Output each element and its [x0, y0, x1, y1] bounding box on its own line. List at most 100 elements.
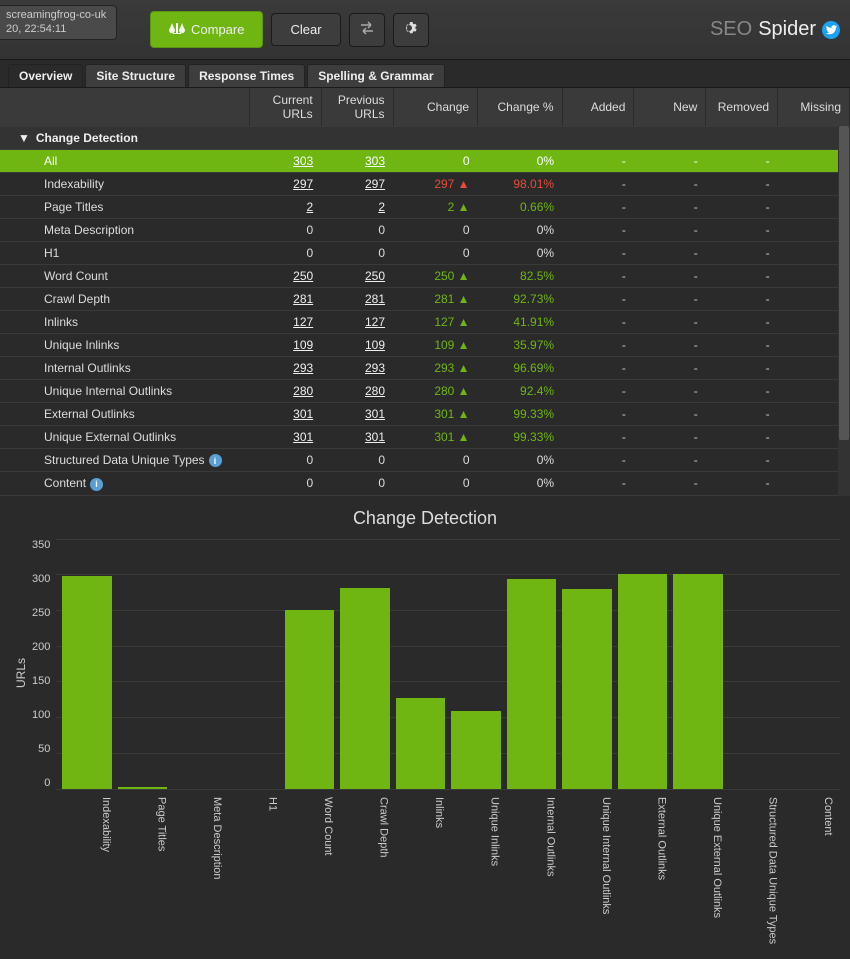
cell-removed: -: [706, 264, 778, 287]
tab-overview[interactable]: Overview: [8, 64, 83, 87]
col-previous[interactable]: Previous URLs: [321, 88, 393, 126]
info-icon[interactable]: i: [90, 478, 103, 491]
cell-removed: -: [706, 472, 778, 496]
cell-current: 0: [249, 472, 321, 496]
cell-pct: 98.01%: [478, 172, 563, 195]
bar[interactable]: [507, 579, 557, 788]
cell-previous: 109: [321, 333, 393, 356]
compare-button[interactable]: Compare: [150, 11, 263, 48]
col-new[interactable]: New: [634, 88, 706, 126]
cell-previous: 2: [321, 195, 393, 218]
cell-new: -: [634, 195, 706, 218]
cell-current: 2: [249, 195, 321, 218]
settings-button[interactable]: [393, 13, 429, 47]
cell-current: 303: [249, 149, 321, 172]
grid-line: [56, 789, 840, 790]
bar[interactable]: [396, 698, 446, 789]
table-row[interactable]: All30330300%----: [0, 149, 850, 172]
table-row[interactable]: Page Titles222 ▲0.66%----: [0, 195, 850, 218]
table-row[interactable]: Unique Inlinks109109109 ▲35.97%----: [0, 333, 850, 356]
cell-pct: 35.97%: [478, 333, 563, 356]
table-row[interactable]: Contenti0000%----: [0, 472, 850, 496]
twitter-icon[interactable]: [822, 21, 840, 39]
table-row[interactable]: Structured Data Unique Typesi0000%----: [0, 448, 850, 472]
table-row[interactable]: External Outlinks301301301 ▲99.33%----: [0, 402, 850, 425]
bar[interactable]: [451, 711, 501, 789]
cell-pct: 0.66%: [478, 195, 563, 218]
bar[interactable]: [118, 787, 168, 788]
x-label: H1: [229, 795, 279, 944]
cell-pct: 99.33%: [478, 425, 563, 448]
y-tick: 50: [32, 743, 50, 755]
clear-button[interactable]: Clear: [271, 13, 340, 46]
bar[interactable]: [62, 576, 112, 788]
cell-change: 293 ▲: [393, 356, 478, 379]
table-row[interactable]: H10000%----: [0, 241, 850, 264]
table-row[interactable]: Meta Description0000%----: [0, 218, 850, 241]
cell-previous: 0: [321, 448, 393, 472]
scrollbar-thumb[interactable]: [839, 126, 849, 440]
cell-added: -: [562, 356, 634, 379]
cell-change: 0: [393, 241, 478, 264]
col-name[interactable]: [0, 88, 249, 126]
cell-added: -: [562, 448, 634, 472]
row-name: All: [0, 149, 249, 172]
col-removed[interactable]: Removed: [706, 88, 778, 126]
table-row[interactable]: Inlinks127127127 ▲41.91%----: [0, 310, 850, 333]
cell-removed: -: [706, 333, 778, 356]
info-icon[interactable]: i: [209, 454, 222, 467]
col-change[interactable]: Change: [393, 88, 478, 126]
vertical-scrollbar[interactable]: [838, 126, 850, 496]
x-label: Content: [784, 795, 834, 944]
cell-current: 250: [249, 264, 321, 287]
cell-pct: 99.33%: [478, 402, 563, 425]
cell-new: -: [634, 425, 706, 448]
bar[interactable]: [285, 610, 335, 789]
cell-current: 0: [249, 448, 321, 472]
y-tick: 100: [32, 709, 50, 721]
chart-y-label: URLs: [10, 658, 32, 688]
cell-change: 109 ▲: [393, 333, 478, 356]
row-name: Word Count: [0, 264, 249, 287]
cell-previous: 301: [321, 425, 393, 448]
cell-change: 0: [393, 149, 478, 172]
cell-current: 127: [249, 310, 321, 333]
row-name: Indexability: [0, 172, 249, 195]
row-name: Contenti: [0, 472, 249, 496]
section-row[interactable]: ▼Change Detection: [0, 126, 850, 149]
tab-spelling-grammar[interactable]: Spelling & Grammar: [307, 64, 444, 87]
data-table-wrap: Current URLs Previous URLs Change Change…: [0, 88, 850, 496]
tab-response-times[interactable]: Response Times: [188, 64, 305, 87]
cell-previous: 127: [321, 310, 393, 333]
table-row[interactable]: Indexability297297297 ▲98.01%----: [0, 172, 850, 195]
col-added[interactable]: Added: [562, 88, 634, 126]
bar[interactable]: [562, 589, 612, 789]
cell-previous: 293: [321, 356, 393, 379]
bar[interactable]: [618, 574, 668, 789]
col-change-pct[interactable]: Change %: [478, 88, 563, 126]
cell-change: 297 ▲: [393, 172, 478, 195]
chart-panel: Change Detection URLs 350300250200150100…: [0, 496, 850, 959]
bar[interactable]: [340, 588, 390, 789]
table-row[interactable]: Crawl Depth281281281 ▲92.73%----: [0, 287, 850, 310]
row-name: External Outlinks: [0, 402, 249, 425]
col-current[interactable]: Current URLs: [249, 88, 321, 126]
y-tick: 200: [32, 641, 50, 653]
table-row[interactable]: Word Count250250250 ▲82.5%----: [0, 264, 850, 287]
x-label: Structured Data Unique Types: [729, 795, 779, 944]
col-missing[interactable]: Missing: [778, 88, 850, 126]
file-tab[interactable]: screamingfrog-co-uk 20, 22:54:11: [0, 5, 117, 40]
bar[interactable]: [673, 574, 723, 789]
section-label: Change Detection: [36, 131, 138, 145]
table-row[interactable]: Unique External Outlinks301301301 ▲99.33…: [0, 425, 850, 448]
cell-added: -: [562, 472, 634, 496]
table-row[interactable]: Internal Outlinks293293293 ▲96.69%----: [0, 356, 850, 379]
cell-pct: 92.4%: [478, 379, 563, 402]
cell-new: -: [634, 172, 706, 195]
table-row[interactable]: Unique Internal Outlinks280280280 ▲92.4%…: [0, 379, 850, 402]
tab-site-structure[interactable]: Site Structure: [85, 64, 186, 87]
cell-previous: 0: [321, 241, 393, 264]
cell-new: -: [634, 149, 706, 172]
x-label: Unique Inlinks: [451, 795, 501, 944]
swap-button[interactable]: [349, 13, 385, 47]
